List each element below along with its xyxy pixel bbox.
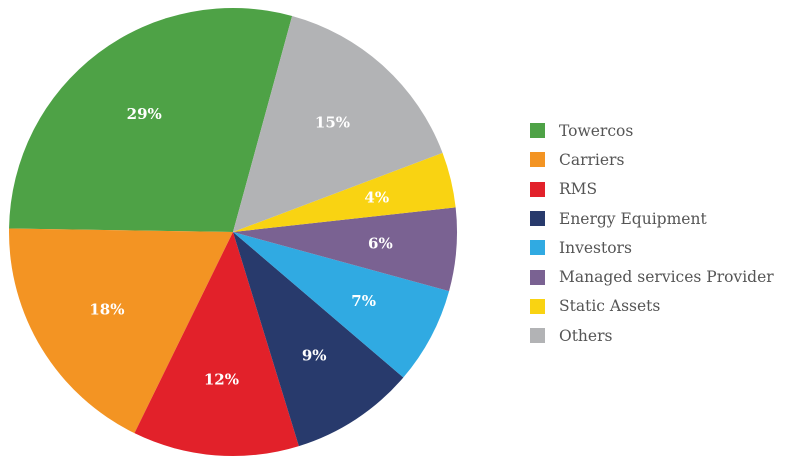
pie-slice-energy-equipment [233, 232, 404, 447]
slice-data-label: 12% [204, 370, 239, 388]
slice-data-label: 9% [302, 347, 327, 365]
pie-slice-carriers [9, 228, 233, 434]
pie-slice-managed-services-provider [233, 207, 458, 292]
legend-swatch [530, 298, 545, 314]
pie-slice-labels: 29% 18% 12% 9% 7% 6% 4% 15% [89, 105, 392, 389]
legend-item: Others [530, 321, 774, 350]
slice-data-label: 18% [89, 300, 124, 318]
legend-swatch [530, 152, 545, 168]
slice-data-label: 7% [351, 292, 376, 310]
legend-item: Managed services Provider [530, 262, 774, 291]
legend-label: Investors [559, 238, 632, 257]
legend-label: Others [559, 326, 613, 345]
legend-label: Energy Equipment [559, 209, 707, 228]
legend-item: RMS [530, 175, 774, 204]
legend-swatch [530, 123, 545, 139]
legend-swatch [530, 181, 545, 197]
legend-label: Static Assets [559, 297, 661, 316]
slice-data-label: 15% [315, 114, 350, 132]
legend-swatch [530, 211, 545, 227]
legend-label: Managed services Provider [559, 268, 774, 287]
legend-label: Towercos [559, 121, 634, 140]
slice-data-label: 29% [127, 105, 162, 123]
pie-slice-investors [233, 232, 450, 378]
legend-label: Carriers [559, 150, 625, 169]
legend-swatch [530, 269, 545, 285]
pie-slice-others [233, 15, 443, 232]
legend-label: RMS [559, 180, 598, 199]
legend-item: Investors [530, 233, 774, 262]
legend-swatch [530, 328, 545, 344]
legend-item: Towercos [530, 116, 774, 145]
pie-slice-rms [134, 232, 299, 457]
pie-slice-towercos [9, 8, 293, 233]
legend-swatch [530, 240, 545, 256]
legend-item: Carriers [530, 145, 774, 174]
pie-slice-static-assets [233, 152, 456, 232]
legend-item: Static Assets [530, 292, 774, 321]
chart-legend: Towercos Carriers RMS Energy Equipment Inves… [530, 116, 774, 350]
slice-data-label: 4% [364, 188, 389, 206]
pie-slices [9, 8, 458, 457]
legend-item: Energy Equipment [530, 204, 774, 233]
slice-data-label: 6% [368, 235, 393, 253]
